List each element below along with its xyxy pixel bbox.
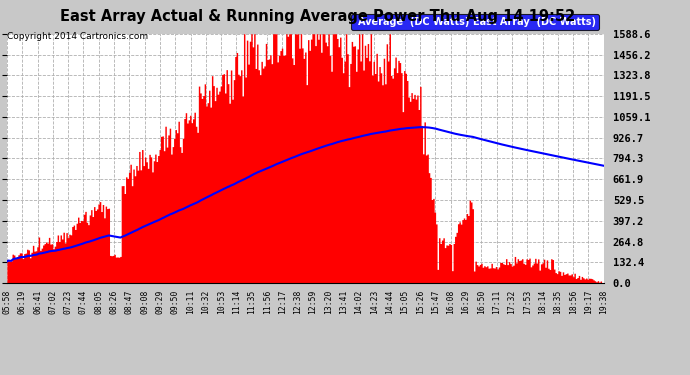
Text: East Array Actual & Running Average Power Thu Aug 14 19:52: East Array Actual & Running Average Powe… [60, 9, 575, 24]
Legend: Average  (DC Watts), East Array  (DC Watts): Average (DC Watts), East Array (DC Watts… [351, 13, 599, 30]
Text: Copyright 2014 Cartronics.com: Copyright 2014 Cartronics.com [7, 32, 148, 41]
